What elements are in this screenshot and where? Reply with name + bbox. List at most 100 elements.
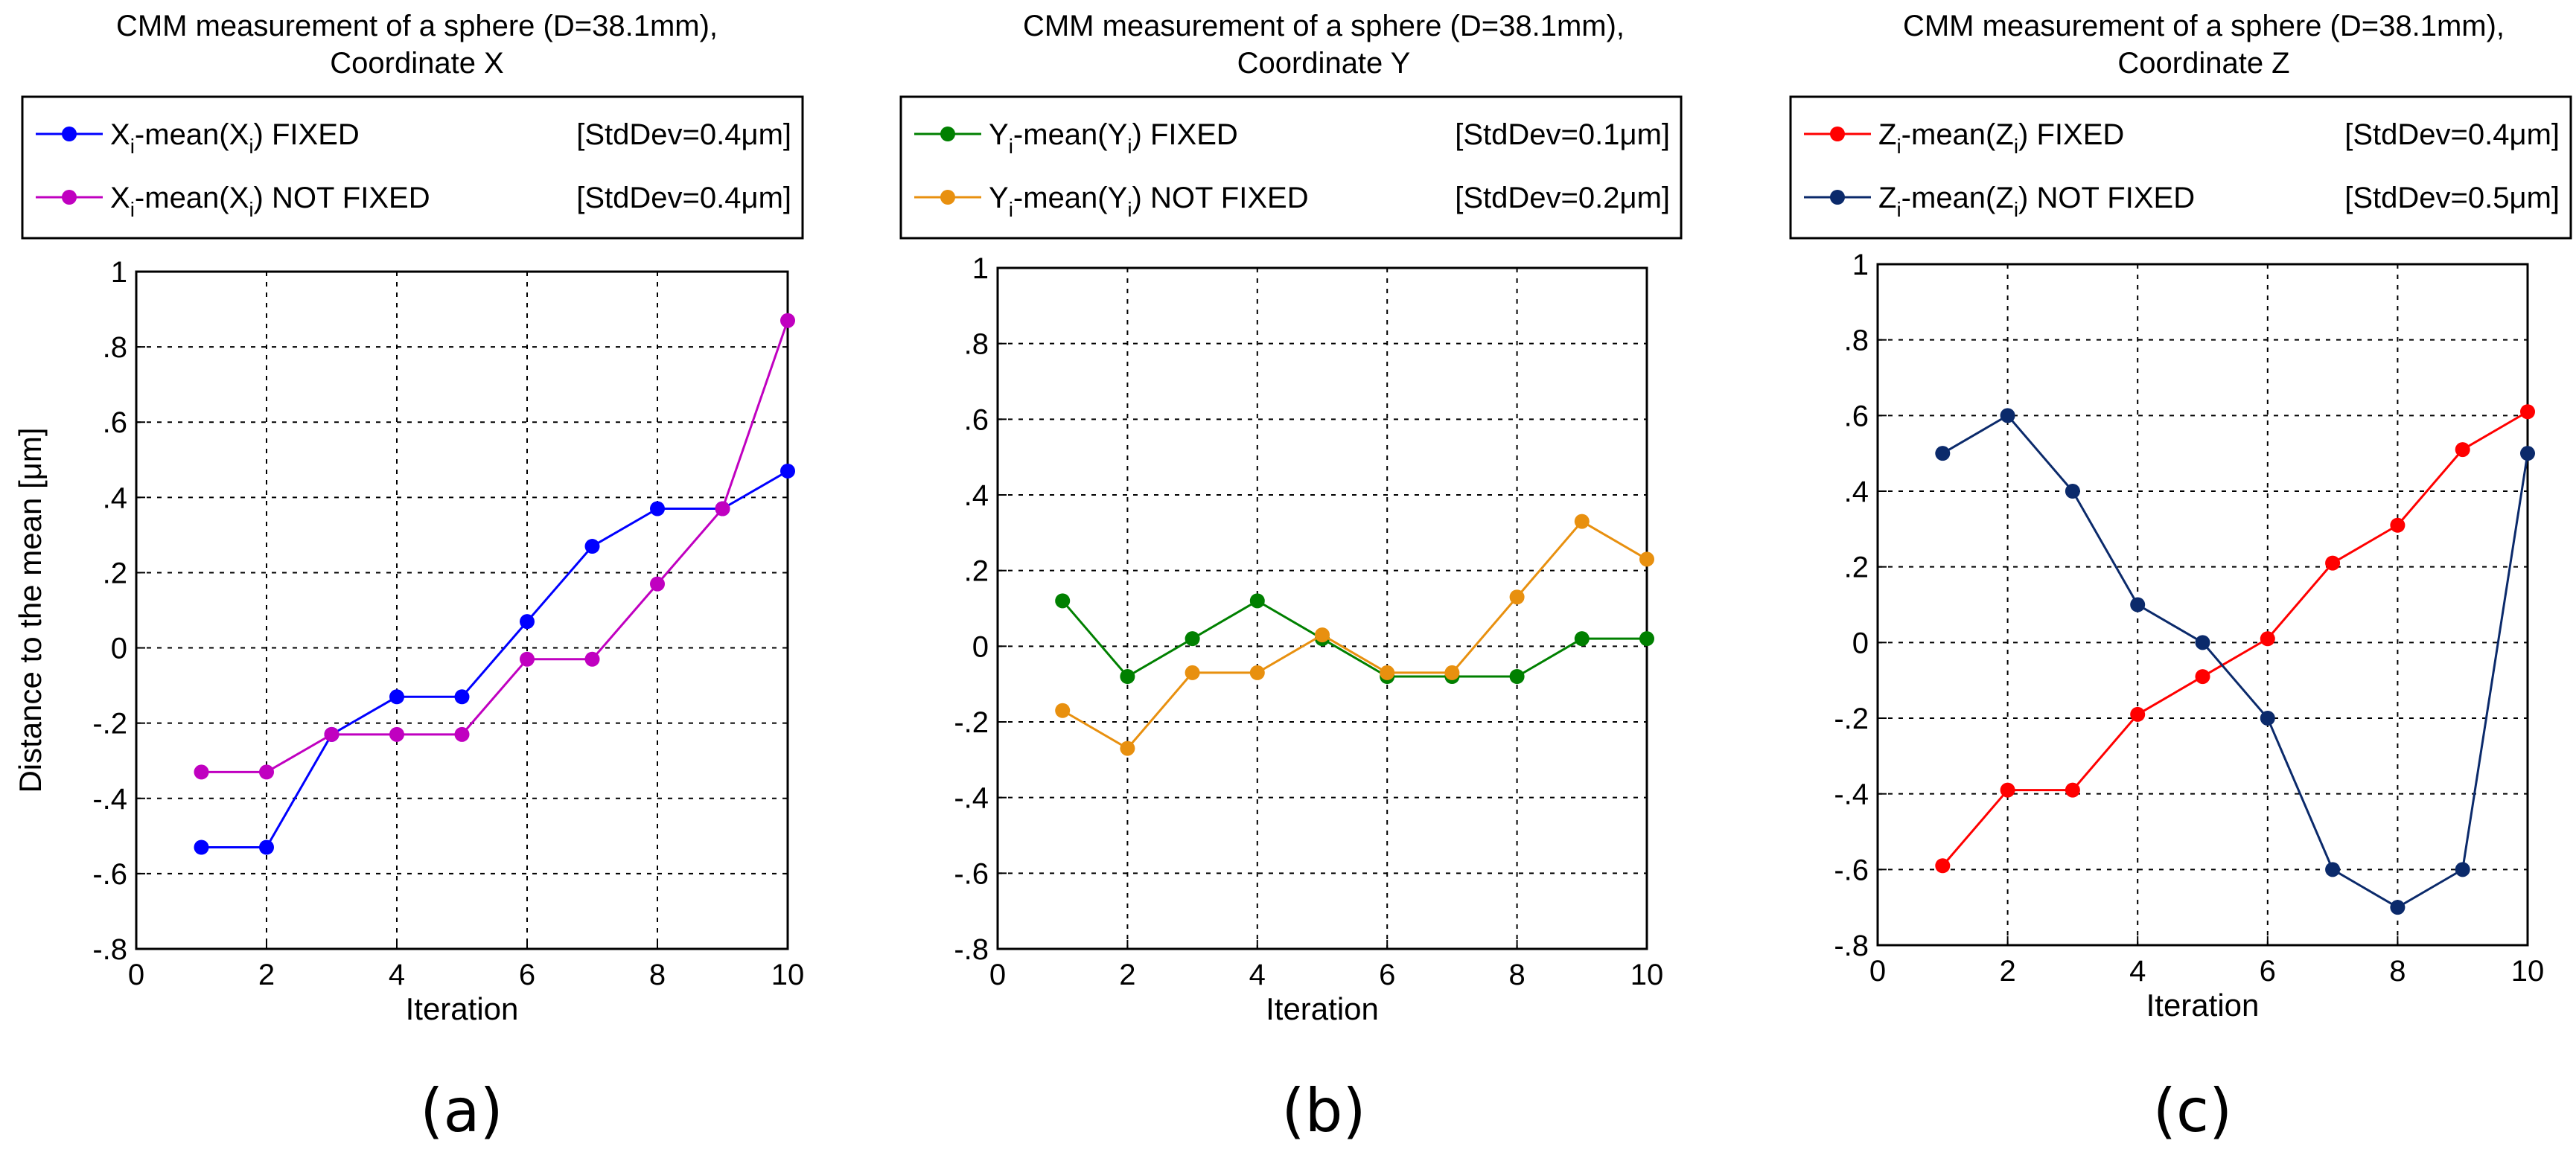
data-point <box>2000 782 2015 798</box>
series-1 <box>1935 404 2535 874</box>
legend-stddev-2: [StdDev=0.4μm] <box>576 182 791 214</box>
x-tick-label: 4 <box>2129 955 2146 988</box>
data-point <box>1509 589 1525 605</box>
panel-label: (b) <box>1281 1076 1365 1145</box>
plot-frame <box>1876 263 2529 947</box>
legend-stddev-1: [StdDev=0.4μm] <box>2344 118 2560 151</box>
data-point <box>2000 408 2015 423</box>
data-point <box>454 726 470 742</box>
x-tick-label: 6 <box>519 959 535 991</box>
data-point <box>1639 631 1654 647</box>
x-tick-label: 6 <box>1379 959 1395 991</box>
legend-entry-1: Yi-mean(Yi) FIXED <box>989 118 1238 158</box>
y-tick-label: -.2 <box>92 708 127 741</box>
y-tick-label: .6 <box>1844 400 1869 432</box>
data-point <box>1185 665 1200 680</box>
legend-swatch-marker <box>62 190 77 205</box>
x-tick-label: 0 <box>128 959 144 991</box>
data-point <box>1639 551 1654 567</box>
data-point <box>2390 517 2406 533</box>
data-point <box>2195 669 2210 685</box>
y-tick-label: -.2 <box>954 706 989 739</box>
panel-label: (c) <box>2153 1076 2232 1145</box>
legend-entry-1: Xi-mean(Xi) FIXED <box>110 118 360 158</box>
legend-entry-2: Zi-mean(Zi) NOT FIXED <box>1878 182 2195 221</box>
x-tick-label: 0 <box>989 959 1006 991</box>
data-point <box>2130 706 2146 722</box>
data-point <box>1120 669 1135 684</box>
data-point <box>1249 593 1265 609</box>
y-tick-label: .2 <box>1844 551 1869 584</box>
data-point <box>259 839 274 855</box>
data-point <box>2195 635 2210 650</box>
data-point <box>194 764 209 780</box>
y-tick-label: -.6 <box>92 858 127 891</box>
chart-title-line-2: Coordinate Y <box>1237 47 1411 80</box>
data-point <box>1935 446 1951 461</box>
y-tick-label: -.2 <box>1834 703 1869 735</box>
y-tick-label: -.4 <box>92 783 127 816</box>
data-point <box>2130 597 2146 613</box>
data-point <box>584 651 600 667</box>
series-line <box>1942 410 2528 867</box>
legend-stddev-1: [StdDev=0.4μm] <box>576 118 791 151</box>
legend-swatch-marker <box>940 127 955 141</box>
x-tick-label: 8 <box>1508 959 1525 991</box>
legend-entry-2: Xi-mean(Xi) NOT FIXED <box>110 182 430 221</box>
y-tick-label: .6 <box>103 406 127 439</box>
y-tick-label: 1 <box>1852 249 1869 281</box>
y-tick-label: -.8 <box>1834 930 1869 962</box>
y-tick-label: -.6 <box>954 857 989 890</box>
data-point <box>1444 665 1460 680</box>
data-point <box>1935 858 1951 874</box>
series-line <box>1942 414 2529 909</box>
data-point <box>2065 782 2080 798</box>
x-tick-label: 8 <box>649 959 666 991</box>
y-tick-label: 1 <box>972 252 989 285</box>
y-tick-label: .6 <box>964 403 989 436</box>
data-point <box>520 651 535 667</box>
data-point <box>2325 862 2341 877</box>
y-tick-label: .8 <box>103 331 127 364</box>
data-point <box>1120 741 1135 756</box>
data-point <box>2455 862 2470 877</box>
x-tick-label: 2 <box>1119 959 1135 991</box>
data-point <box>389 726 404 742</box>
x-tick-label: 6 <box>2260 955 2276 988</box>
x-tick-label: 10 <box>2511 955 2545 988</box>
plot-frame <box>135 270 789 950</box>
series-1 <box>194 463 795 855</box>
data-point <box>584 539 600 554</box>
data-point <box>259 764 274 780</box>
legend-box <box>899 95 1683 240</box>
y-tick-label: -.6 <box>1834 854 1869 886</box>
chart-title-line-1: CMM measurement of a sphere (D=38.1mm), <box>1023 10 1625 42</box>
y-tick-label: -.4 <box>954 782 989 815</box>
x-tick-label: 10 <box>771 959 805 991</box>
x-tick-label: 0 <box>1869 955 1886 988</box>
y-tick-label: .8 <box>964 328 989 361</box>
data-point <box>1380 665 1395 680</box>
data-point <box>780 313 795 328</box>
series-2 <box>1935 408 2535 915</box>
legend: Zi-mean(Zi) FIXED [StdDev=0.4μm] Zi-mean(Z… <box>1789 95 2572 240</box>
legend-box <box>21 95 804 240</box>
y-tick-label: -.4 <box>1834 778 1869 811</box>
chart-title-line-1: CMM measurement of a sphere (D=38.1mm), <box>116 10 718 42</box>
chart-title-line-1: CMM measurement of a sphere (D=38.1mm), <box>1903 10 2505 42</box>
data-point <box>2260 631 2275 647</box>
legend-swatch-marker <box>62 127 77 141</box>
x-axis-label: Iteration <box>2146 988 2260 1023</box>
y-tick-label: .8 <box>1844 324 1869 357</box>
y-tick-label: .2 <box>103 557 127 589</box>
y-tick-label: 1 <box>111 256 127 289</box>
legend-box <box>1789 95 2572 240</box>
data-point <box>715 501 730 516</box>
chart-panel-1: CMM measurement of a sphere (D=38.1mm), C… <box>13 10 804 1145</box>
legend: Yi-mean(Yi) FIXED [StdDev=0.1μm] Yi-mean(Y… <box>899 95 1683 240</box>
plot-frame <box>996 266 1648 950</box>
data-point <box>1574 514 1590 529</box>
data-point <box>2325 555 2341 571</box>
y-tick-label: .4 <box>964 479 989 512</box>
